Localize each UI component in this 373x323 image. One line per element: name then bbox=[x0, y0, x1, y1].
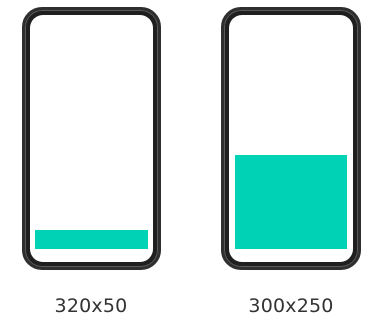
phone-mockup-banner bbox=[22, 7, 161, 270]
size-caption-300x250: 300x250 bbox=[248, 295, 334, 317]
phone-screen bbox=[229, 15, 353, 262]
size-caption-320x50: 320x50 bbox=[54, 295, 128, 317]
phone-mockup-rectangle bbox=[221, 7, 361, 270]
ad-rectangle-300x250 bbox=[235, 155, 347, 249]
phone-screen bbox=[30, 15, 153, 262]
ad-banner-320x50 bbox=[35, 230, 148, 249]
